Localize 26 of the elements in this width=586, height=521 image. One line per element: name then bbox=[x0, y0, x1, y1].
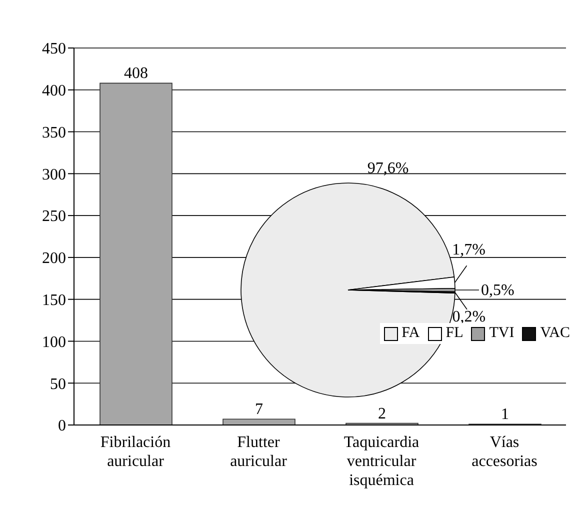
x-tick-label: Taquicardia ventricular isquémica bbox=[344, 434, 420, 489]
y-tick-label: 50 bbox=[50, 376, 66, 393]
legend-label: TVI bbox=[488, 325, 514, 342]
legend-label: VAC bbox=[539, 325, 570, 342]
y-tick-label: 300 bbox=[42, 166, 66, 184]
data-label: 408 bbox=[124, 65, 148, 82]
data-label: 2 bbox=[378, 405, 386, 422]
data-label: 7 bbox=[255, 401, 263, 418]
y-tick-label: 100 bbox=[42, 334, 66, 351]
data-label: 1 bbox=[501, 406, 509, 424]
legend-label: FL bbox=[444, 325, 464, 342]
data-label: 0,5% bbox=[481, 282, 514, 300]
y-tick-label: 350 bbox=[42, 124, 66, 142]
y-tick-label: 0 bbox=[58, 418, 66, 435]
y-tick-label: 250 bbox=[42, 208, 66, 226]
data-label: 0,2% bbox=[452, 308, 486, 326]
x-tick-label: Flutter auricular bbox=[230, 434, 288, 470]
y-tick-label: 450 bbox=[42, 40, 66, 58]
y-tick-label: 200 bbox=[42, 250, 66, 268]
y-tick-label: 400 bbox=[42, 82, 66, 100]
data-label: 97,6% bbox=[367, 160, 409, 177]
legend-label: FA bbox=[400, 325, 420, 342]
data-label: 1,7% bbox=[452, 242, 486, 259]
y-tick-label: 150 bbox=[42, 292, 66, 310]
x-tick-label: Fibrilación auricular bbox=[100, 434, 171, 470]
x-tick-label: Vías accesorias bbox=[472, 434, 538, 470]
